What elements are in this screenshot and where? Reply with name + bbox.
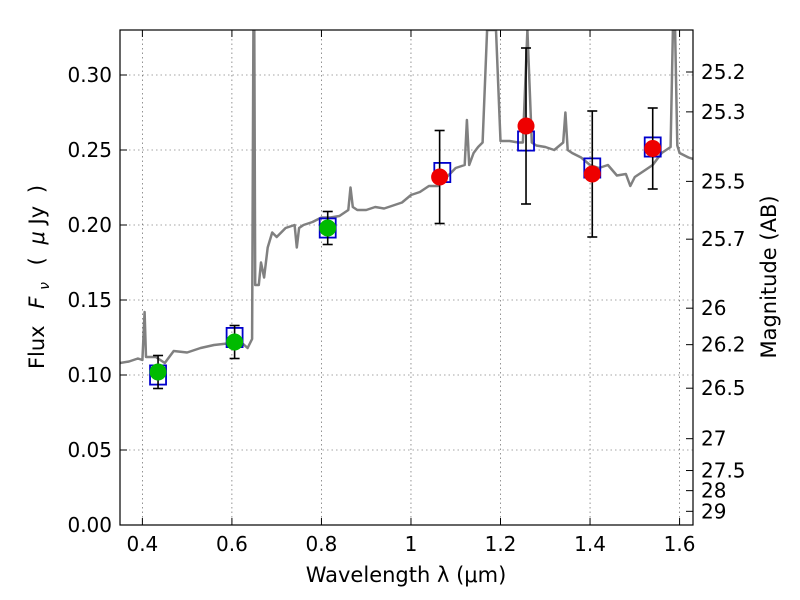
y-axis-label-unit: Jy	[25, 206, 49, 227]
optical-observation-point	[319, 219, 337, 237]
y-axis-label-close: )	[25, 185, 49, 193]
magnitude-tick-label: 28	[701, 479, 726, 503]
magnitude-tick-label: 29	[701, 499, 726, 523]
y-axis-label-subscript: ν	[37, 282, 53, 290]
magnitude-tick-label: 25.7	[701, 227, 746, 251]
nir-observation-point	[431, 168, 449, 186]
y-axis-label-mu: μ	[25, 231, 49, 245]
y-tick-label: 0.30	[67, 63, 112, 87]
magnitude-tick-label: 27	[701, 427, 726, 451]
magnitude-tick-label: 25.5	[701, 169, 746, 193]
y-axis-label: Flux F ν ( μ Jy )	[25, 185, 54, 369]
magnitude-tick-label: 25.3	[701, 100, 746, 124]
magnitude-tick-label: 26.5	[701, 376, 746, 400]
x-tick-label: 0.4	[126, 532, 158, 556]
magnitude-tick-label: 26.2	[701, 333, 746, 357]
y-tick-label: 0.05	[67, 438, 112, 462]
y-tick-label: 0.00	[67, 513, 112, 537]
y-axis-label-symbol: F	[25, 296, 49, 309]
x-tick-label: 1.6	[664, 532, 696, 556]
x-tick-label: 1.2	[485, 532, 517, 556]
nir-observation-point	[583, 165, 601, 183]
y-tick-label: 0.20	[67, 213, 112, 237]
y-axis-label-flux: Flux	[25, 325, 49, 369]
optical-observation-point	[226, 333, 244, 351]
plot-frame	[119, 29, 694, 526]
x-axis-label: Wavelength λ (μm)	[306, 563, 507, 587]
x-tick-label: 1	[405, 532, 418, 556]
y-axis-label-open: (	[25, 257, 49, 265]
magnitude-tick-label: 27.5	[701, 459, 746, 483]
x-tick-label: 1.4	[574, 532, 606, 556]
grid-lines	[120, 30, 693, 526]
x-tick-label: 0.6	[216, 532, 248, 556]
plot-area	[120, 30, 693, 365]
magnitude-tick-label: 26	[701, 296, 726, 320]
y-axis-ticks: 0.00 0.05 0.10 0.15 0.20 0.25 0.30	[67, 63, 127, 537]
nir-observation-point	[644, 140, 662, 157]
y-tick-label: 0.10	[67, 363, 112, 387]
x-tick-label: 0.8	[306, 532, 338, 556]
data-marks	[149, 47, 662, 390]
magnitude-tick-label: 25.2	[701, 60, 746, 84]
nir-observation-point	[517, 117, 535, 135]
y-tick-label: 0.15	[67, 288, 112, 312]
model-spectrum-line	[120, 30, 693, 365]
x-axis-ticks: 0.4 0.6 0.8 1 1.2 1.4 1.6	[126, 30, 695, 556]
magnitude-axis-label: Magnitude (AB)	[757, 195, 781, 358]
optical-observation-point	[149, 363, 167, 381]
y-tick-label: 0.25	[67, 138, 112, 162]
